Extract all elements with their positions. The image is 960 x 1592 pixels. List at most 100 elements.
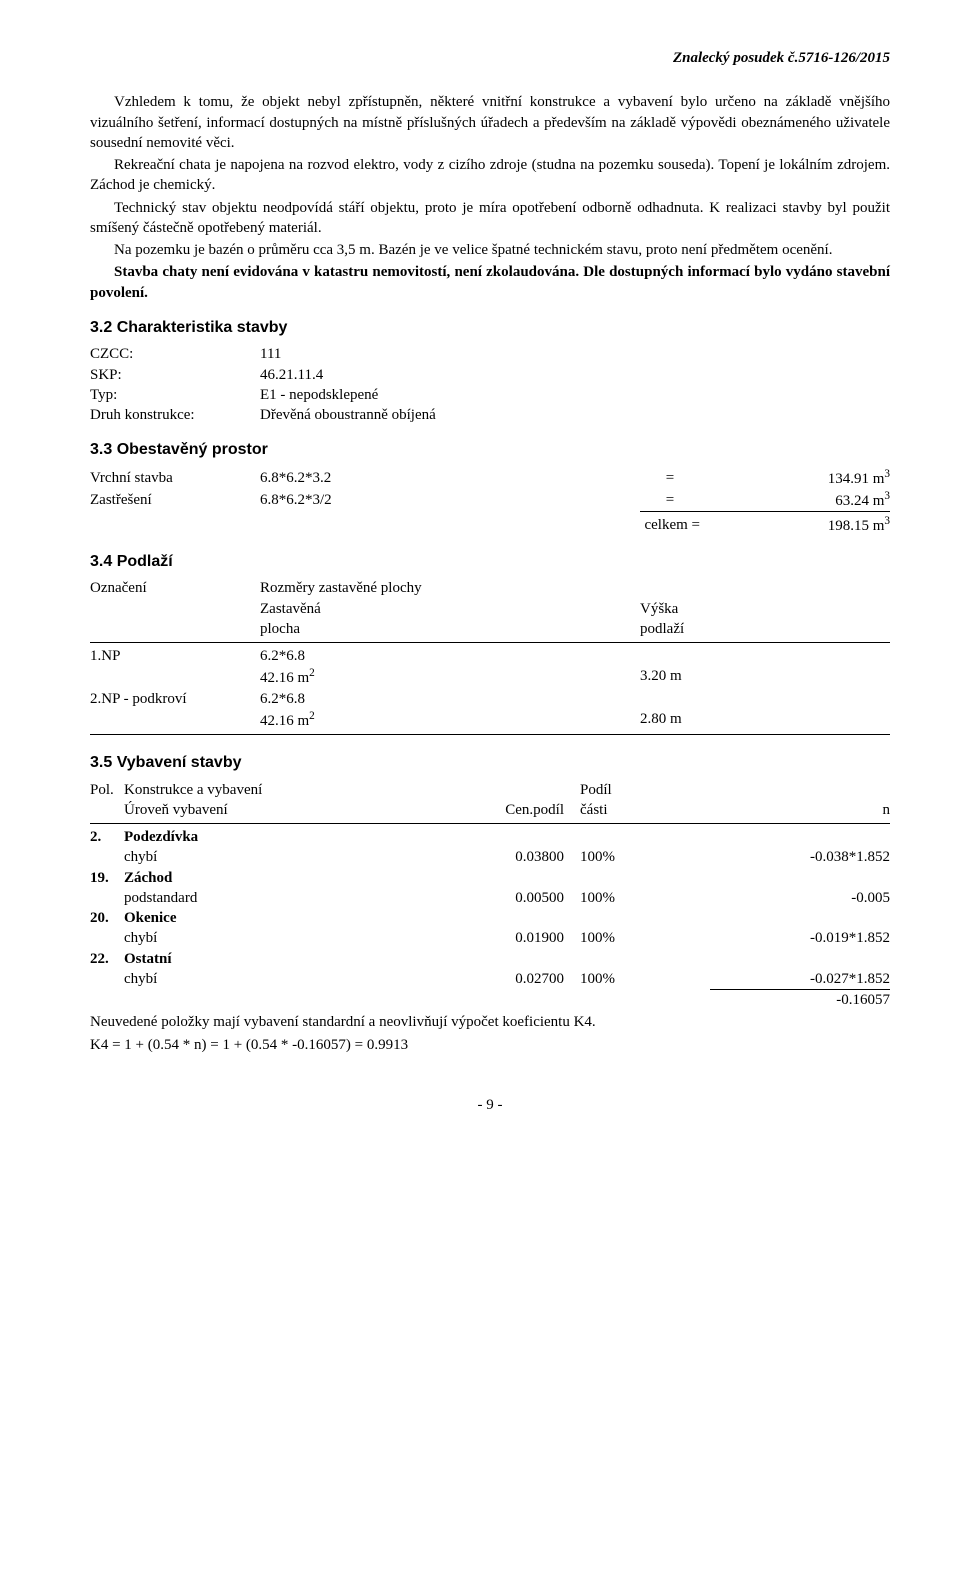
- col-label: Konstrukce a vybavení: [124, 780, 424, 800]
- k4-formula: K4 = 1 + (0.54 * n) = 1 + (0.54 * -0.160…: [90, 1035, 890, 1055]
- page-header: Znalecký posudek č.5716-126/2015: [90, 48, 890, 68]
- kv-key: Druh konstrukce:: [90, 405, 260, 425]
- kv-val: 111: [260, 344, 436, 364]
- equipment-note: Neuvedené položky mají vybavení standard…: [90, 1012, 890, 1032]
- col-label: plocha: [260, 619, 640, 639]
- col-label: části: [564, 800, 710, 820]
- item-cp: 0.03800: [424, 847, 564, 867]
- item-cp: 0.01900: [424, 928, 564, 948]
- item-name: Ostatní: [124, 949, 890, 969]
- floor-height: 2.80 m: [640, 709, 890, 731]
- heading-3-2: 3.2 Charakteristika stavby: [90, 317, 890, 339]
- para-4: Na pozemku je bazén o průměru cca 3,5 m.…: [90, 240, 890, 260]
- item-n: -0.019*1.852: [710, 928, 890, 948]
- item-num: 2.: [90, 827, 124, 847]
- floor-area: 42.16 m2: [260, 709, 640, 731]
- table-row-sum: -0.16057: [90, 990, 890, 1011]
- vol-eq: =: [640, 489, 700, 512]
- col-label: Označení: [90, 578, 260, 598]
- table-head-row: Označení Rozměry zastavěné plochy: [90, 578, 890, 598]
- item-level: chybí: [124, 928, 424, 948]
- table-row: chybí 0.02700 100% -0.027*1.852: [90, 969, 890, 990]
- floor-expr: 6.2*6.8: [260, 689, 640, 709]
- kv-row: Typ:E1 - nepodsklepené: [90, 385, 436, 405]
- table-row: 42.16 m2 2.80 m: [90, 709, 890, 731]
- vol-label: Zastřešení: [90, 489, 260, 512]
- item-cp: 0.00500: [424, 888, 564, 908]
- floor-area: 42.16 m2: [260, 666, 640, 688]
- item-level: chybí: [124, 969, 424, 990]
- item-pct: 100%: [564, 969, 710, 990]
- floor-table: Označení Rozměry zastavěné plochy Zastav…: [90, 578, 890, 738]
- table-row: 19. Záchod: [90, 868, 890, 888]
- table-row: 22. Ostatní: [90, 949, 890, 969]
- floor-height: 3.20 m: [640, 666, 890, 688]
- item-name: Záchod: [124, 868, 890, 888]
- heading-3-5: 3.5 Vybavení stavby: [90, 752, 890, 774]
- item-n: -0.005: [710, 888, 890, 908]
- col-label: n: [710, 800, 890, 820]
- table-row: 42.16 m2 3.20 m: [90, 666, 890, 688]
- table-row: Zastřešení 6.8*6.2*3/2 = 63.24 m3: [90, 489, 890, 512]
- table-head-row: plocha podlaží: [90, 619, 890, 639]
- para-2: Rekreační chata je napojena na rozvod el…: [90, 155, 890, 196]
- kv-key: SKP:: [90, 365, 260, 385]
- divider: [90, 734, 890, 735]
- item-num: 19.: [90, 868, 124, 888]
- col-label: podlaží: [640, 619, 890, 639]
- floor-label: 1.NP: [90, 646, 260, 666]
- item-level: podstandard: [124, 888, 424, 908]
- item-name: Podezdívka: [124, 827, 890, 847]
- table-row: 1.NP 6.2*6.8: [90, 646, 890, 666]
- page-number: - 9 -: [90, 1095, 890, 1115]
- floor-label: 2.NP - podkroví: [90, 689, 260, 709]
- kv-key: CZCC:: [90, 344, 260, 364]
- table-head-row: Úroveň vybavení Cen.podíl části n: [90, 800, 890, 820]
- vol-label: Vrchní stavba: [90, 467, 260, 489]
- item-pct: 100%: [564, 847, 710, 867]
- para-1: Vzhledem k tomu, že objekt nebyl zpřístu…: [90, 92, 890, 153]
- table-row: 2.NP - podkroví 6.2*6.8: [90, 689, 890, 709]
- floor-expr: 6.2*6.8: [260, 646, 640, 666]
- item-num: 20.: [90, 908, 124, 928]
- item-pct: 100%: [564, 888, 710, 908]
- heading-3-4: 3.4 Podlaží: [90, 551, 890, 573]
- table-row: chybí 0.01900 100% -0.019*1.852: [90, 928, 890, 948]
- characteristic-table: CZCC:111 SKP:46.21.11.4 Typ:E1 - nepodsk…: [90, 344, 436, 425]
- sum-n: -0.16057: [710, 990, 890, 1011]
- item-n: -0.027*1.852: [710, 969, 890, 990]
- col-label: Podíl: [564, 780, 710, 800]
- vol-eq: =: [640, 467, 700, 489]
- table-head-row: Zastavěná Výška: [90, 599, 890, 619]
- para-3: Technický stav objektu neodpovídá stáří …: [90, 198, 890, 239]
- sum-label: celkem =: [640, 512, 700, 537]
- para-5: Stavba chaty není evidována v katastru n…: [90, 262, 890, 303]
- col-label: Úroveň vybavení: [124, 800, 424, 820]
- divider: [90, 823, 890, 824]
- col-label: Rozměry zastavěné plochy: [260, 578, 640, 598]
- kv-row: SKP:46.21.11.4: [90, 365, 436, 385]
- sum-val: 198.15 m3: [700, 512, 890, 537]
- item-name: Okenice: [124, 908, 890, 928]
- document-title: Znalecký posudek č.5716-126/2015: [673, 50, 890, 66]
- vol-val: 134.91 m3: [700, 467, 890, 489]
- col-label: Výška: [640, 599, 890, 619]
- kv-row: Druh konstrukce:Dřevěná oboustranně obíj…: [90, 405, 436, 425]
- kv-val: E1 - nepodsklepené: [260, 385, 436, 405]
- kv-val: Dřevěná oboustranně obíjená: [260, 405, 436, 425]
- vol-val: 63.24 m3: [700, 489, 890, 512]
- table-row-sum: celkem = 198.15 m3: [90, 512, 890, 537]
- col-label: Pol.: [90, 780, 124, 800]
- item-pct: 100%: [564, 928, 710, 948]
- divider: [90, 642, 890, 643]
- item-num: 22.: [90, 949, 124, 969]
- heading-3-3: 3.3 Obestavěný prostor: [90, 439, 890, 461]
- item-level: chybí: [124, 847, 424, 867]
- col-label: Cen.podíl: [424, 800, 564, 820]
- table-row: 2. Podezdívka: [90, 827, 890, 847]
- kv-val: 46.21.11.4: [260, 365, 436, 385]
- equipment-table: Pol. Konstrukce a vybavení Podíl Úroveň …: [90, 780, 890, 1011]
- table-row: 20. Okenice: [90, 908, 890, 928]
- kv-key: Typ:: [90, 385, 260, 405]
- table-head-row: Pol. Konstrukce a vybavení Podíl: [90, 780, 890, 800]
